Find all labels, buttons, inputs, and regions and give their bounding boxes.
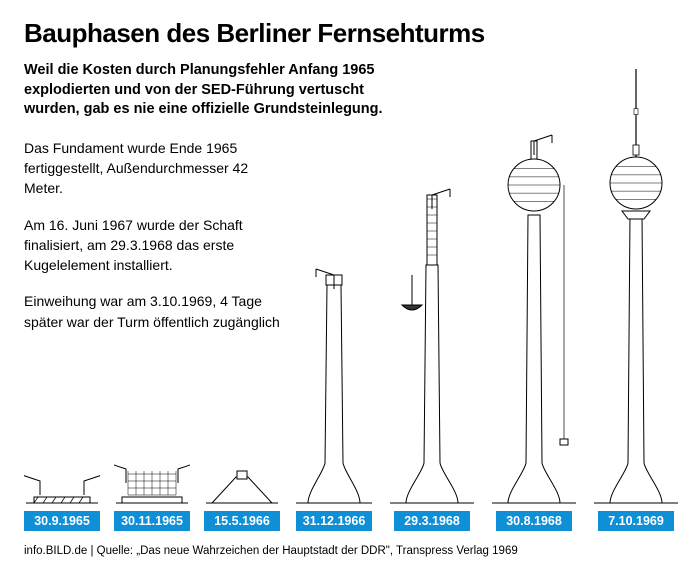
lead-paragraph: Weil die Kosten durch Planungsfehler Anf… (24, 61, 384, 120)
phase-date-6: 30.8.1968 (496, 511, 572, 531)
source-line: info.BILD.de | Quelle: „Das neue Wahrzei… (24, 545, 518, 557)
phase-2: 30.11.1965 (114, 455, 190, 531)
phase-date-4: 31.12.1966 (296, 511, 372, 531)
paragraph-3: Einweihung war am 3.10.1969, 4 Tage spät… (24, 291, 284, 332)
phase-3: 15.5.1966 (204, 467, 280, 531)
phase-date-2: 30.11.1965 (114, 511, 190, 531)
phase-date-3: 15.5.1966 (204, 511, 280, 531)
paragraph-2: Am 16. Juni 1967 wurde der Schaft finali… (24, 215, 284, 276)
paragraph-1: Das Fundament wurde Ende 1965 fertiggest… (24, 138, 284, 199)
phase-date-5: 29.3.1968 (394, 511, 470, 531)
phase-date-1: 30.9.1965 (24, 511, 100, 531)
phase-date-7: 7.10.1969 (598, 511, 674, 531)
phase-1: 30.9.1965 (24, 467, 100, 531)
page-title: Bauphasen des Berliner Fernsehturms (24, 18, 676, 49)
